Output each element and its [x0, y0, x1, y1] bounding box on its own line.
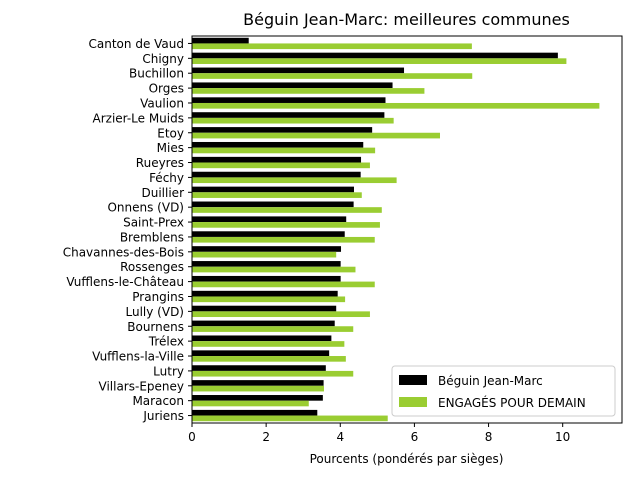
bar-beguin-23 — [192, 380, 324, 386]
bar-engages-10 — [192, 192, 362, 198]
bar-engages-6 — [192, 132, 440, 139]
x-tick-label-2: 4 — [336, 430, 344, 444]
x-tick-label-1: 2 — [262, 430, 270, 444]
bar-engages-21 — [192, 356, 346, 362]
bar-beguin-22 — [192, 365, 326, 371]
y-tick-label-8: Rueyres — [136, 156, 184, 170]
y-tick-label-14: Chavannes-des-Bois — [63, 245, 184, 259]
y-tick-label-9: Féchy — [149, 171, 184, 185]
bar-beguin-15 — [192, 261, 341, 267]
bar-engages-18 — [192, 311, 370, 318]
bar-engages-25 — [192, 415, 388, 422]
bar-engages-13 — [192, 236, 375, 243]
x-tick-label-5: 10 — [555, 430, 570, 444]
bar-engages-14 — [192, 251, 337, 258]
y-tick-label-1: Chigny — [142, 52, 184, 66]
x-tick-label-3: 6 — [411, 430, 419, 444]
bar-engages-8 — [192, 162, 370, 169]
x-axis-label: Pourcents (pondérés par sièges) — [310, 452, 504, 466]
bar-beguin-0 — [192, 37, 249, 44]
bar-beguin-18 — [192, 305, 337, 312]
bar-engages-2 — [192, 73, 473, 79]
y-tick-label-10: Duillier — [142, 186, 185, 200]
y-tick-label-16: Vufflens-le-Château — [66, 275, 184, 289]
bar-beguin-13 — [192, 231, 345, 237]
y-tick-label-12: Saint-Prex — [123, 216, 184, 230]
y-tick-label-5: Arzier-Le Muids — [93, 111, 185, 125]
y-tick-label-24: Maracon — [132, 394, 184, 408]
bar-engages-4 — [192, 102, 600, 109]
y-tick-label-19: Bournens — [127, 320, 184, 334]
x-tick-label-0: 0 — [188, 430, 196, 444]
legend-swatch-1 — [399, 397, 427, 407]
y-tick-label-4: Vaulion — [140, 96, 184, 110]
bar-engages-12 — [192, 222, 380, 228]
bar-engages-20 — [192, 341, 345, 347]
bar-engages-0 — [192, 43, 472, 50]
y-tick-label-22: Lutry — [153, 364, 184, 378]
bar-engages-24 — [192, 400, 309, 407]
bar-beguin-6 — [192, 127, 373, 133]
bar-beguin-19 — [192, 320, 335, 327]
bar-beguin-16 — [192, 275, 341, 282]
bar-beguin-4 — [192, 97, 386, 103]
bar-beguin-9 — [192, 171, 361, 178]
bar-beguin-20 — [192, 335, 332, 342]
bar-engages-15 — [192, 266, 356, 273]
y-tick-label-2: Buchillon — [129, 67, 184, 81]
y-tick-label-17: Prangins — [132, 290, 184, 304]
bar-beguin-14 — [192, 246, 342, 252]
y-tick-label-20: Trélex — [148, 335, 184, 349]
bar-engages-19 — [192, 326, 354, 332]
y-tick-label-15: Rossenges — [120, 260, 184, 274]
bar-beguin-3 — [192, 82, 393, 89]
bar-engages-3 — [192, 88, 425, 94]
bar-beguin-2 — [192, 67, 405, 74]
bar-engages-5 — [192, 117, 394, 124]
bar-engages-17 — [192, 296, 346, 303]
legend-swatch-0 — [399, 375, 427, 385]
bar-engages-16 — [192, 281, 375, 288]
y-tick-label-6: Etoy — [157, 126, 184, 140]
y-tick-label-25: Juriens — [142, 409, 184, 423]
bar-engages-1 — [192, 58, 567, 64]
legend-box — [391, 365, 616, 417]
bar-beguin-11 — [192, 201, 354, 208]
legend-label-1: ENGAGÉS POUR DEMAIN — [438, 395, 586, 410]
bar-beguin-21 — [192, 350, 330, 357]
bar-beguin-12 — [192, 216, 347, 223]
bar-beguin-10 — [192, 186, 354, 193]
bar-beguin-8 — [192, 156, 362, 163]
y-tick-label-18: Lully (VD) — [126, 305, 184, 319]
bar-beguin-24 — [192, 395, 323, 401]
bar-engages-9 — [192, 177, 397, 184]
y-tick-label-11: Onnens (VD) — [107, 201, 184, 215]
bar-beguin-17 — [192, 290, 338, 297]
y-tick-label-23: Villars-Epeney — [99, 379, 185, 393]
y-tick-label-7: Mies — [157, 141, 184, 155]
bar-engages-7 — [192, 147, 376, 154]
bar-beguin-5 — [192, 112, 385, 118]
plot-area: Canton de VaudChignyBuchillonOrgesVaulio… — [63, 35, 623, 444]
bar-beguin-7 — [192, 141, 364, 148]
bar-beguin-25 — [192, 409, 318, 416]
chart-title: Béguin Jean-Marc: meilleures communes — [243, 10, 570, 29]
bar-beguin-1 — [192, 52, 558, 59]
y-tick-label-0: Canton de Vaud — [89, 37, 184, 51]
legend: Béguin Jean-Marc ENGAGÉS POUR DEMAIN — [391, 365, 616, 417]
axes-frame — [191, 35, 623, 424]
legend-label-0: Béguin Jean-Marc — [438, 374, 543, 388]
bar-engages-23 — [192, 385, 324, 392]
bar-engages-22 — [192, 370, 354, 377]
bar-engages-11 — [192, 207, 382, 213]
x-tick-label-4: 8 — [485, 430, 493, 444]
y-tick-label-21: Vufflens-la-Ville — [92, 350, 184, 364]
y-tick-label-3: Orges — [149, 82, 184, 96]
y-tick-label-13: Bremblens — [120, 230, 184, 244]
